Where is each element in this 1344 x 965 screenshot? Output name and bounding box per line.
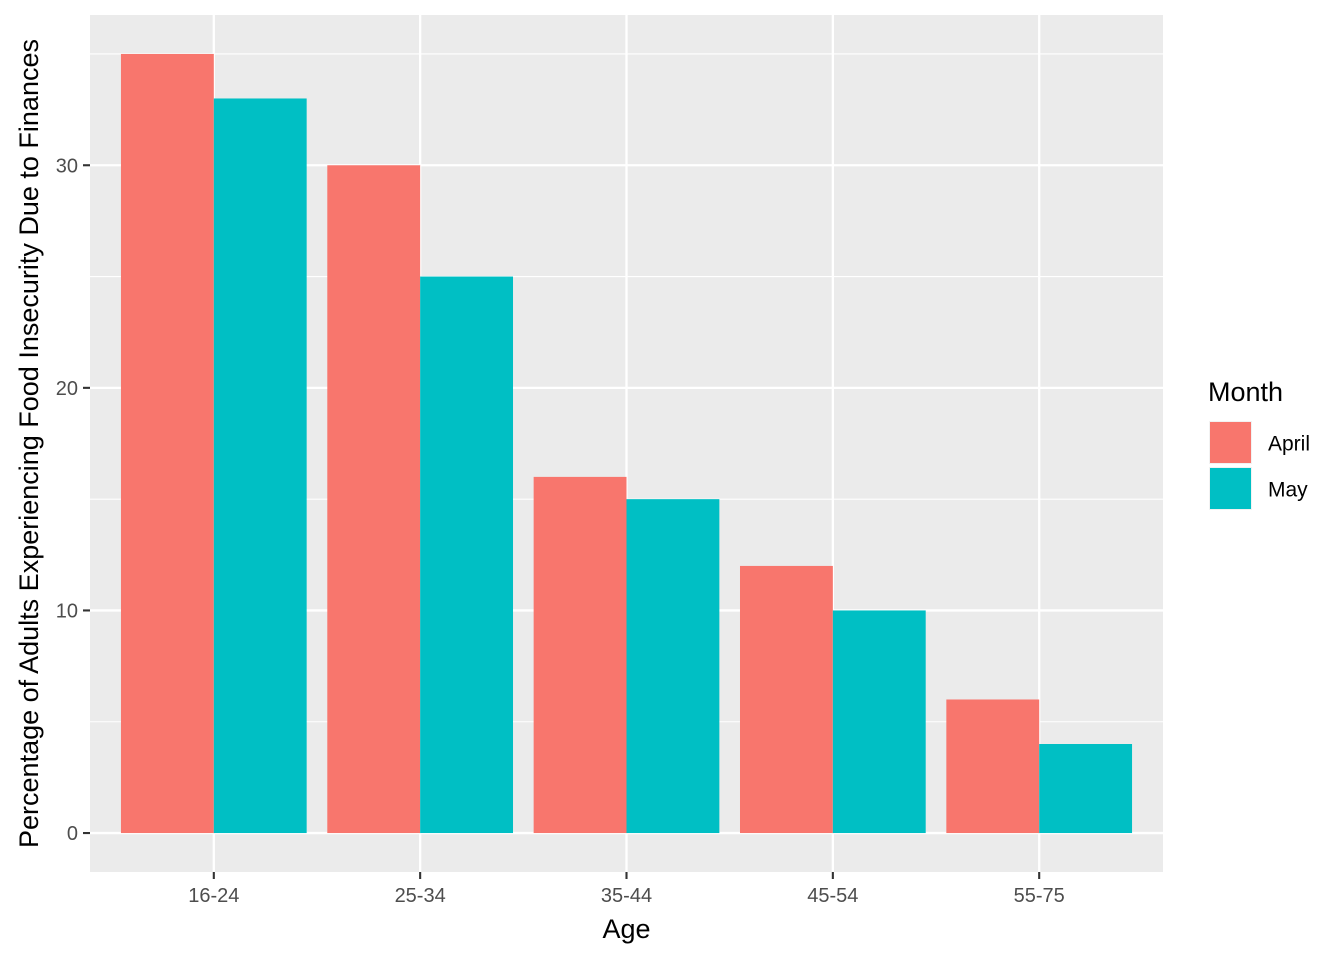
bar-april-55-75 bbox=[946, 699, 1040, 834]
x-axis: 16-24 25-34 35-44 45-54 55-75 bbox=[188, 872, 1065, 907]
bar-april-25-34 bbox=[327, 165, 421, 834]
y-tick-label: 10 bbox=[56, 600, 78, 622]
legend-key-may bbox=[1210, 468, 1251, 509]
legend: Month April May bbox=[1208, 377, 1310, 510]
x-tick-label: 45-54 bbox=[807, 885, 858, 907]
bar-may-25-34 bbox=[420, 276, 514, 834]
bar-may-55-75 bbox=[1039, 744, 1133, 834]
legend-title: Month bbox=[1208, 377, 1283, 407]
y-axis-title: Percentage of Adults Experiencing Food I… bbox=[14, 39, 44, 848]
y-tick-label: 30 bbox=[56, 155, 78, 177]
bar-may-45-54 bbox=[832, 610, 926, 834]
bar-april-16-24 bbox=[120, 53, 214, 834]
x-tick-label: 55-75 bbox=[1014, 885, 1065, 907]
x-tick-label: 16-24 bbox=[188, 885, 239, 907]
legend-label-april: April bbox=[1268, 433, 1310, 456]
bars bbox=[120, 53, 1133, 834]
bar-may-35-44 bbox=[626, 499, 720, 834]
y-tick-label: 20 bbox=[56, 378, 78, 400]
bar-april-35-44 bbox=[533, 476, 627, 834]
bar-may-16-24 bbox=[213, 98, 307, 834]
x-tick-label: 25-34 bbox=[395, 885, 446, 907]
y-tick-label: 0 bbox=[67, 823, 78, 845]
y-axis: 0 10 20 30 bbox=[56, 155, 90, 845]
legend-key-april bbox=[1210, 422, 1251, 463]
x-tick-label: 35-44 bbox=[601, 885, 652, 907]
bar-april-45-54 bbox=[739, 565, 833, 834]
x-axis-title: Age bbox=[602, 914, 650, 944]
legend-label-may: May bbox=[1268, 479, 1308, 502]
